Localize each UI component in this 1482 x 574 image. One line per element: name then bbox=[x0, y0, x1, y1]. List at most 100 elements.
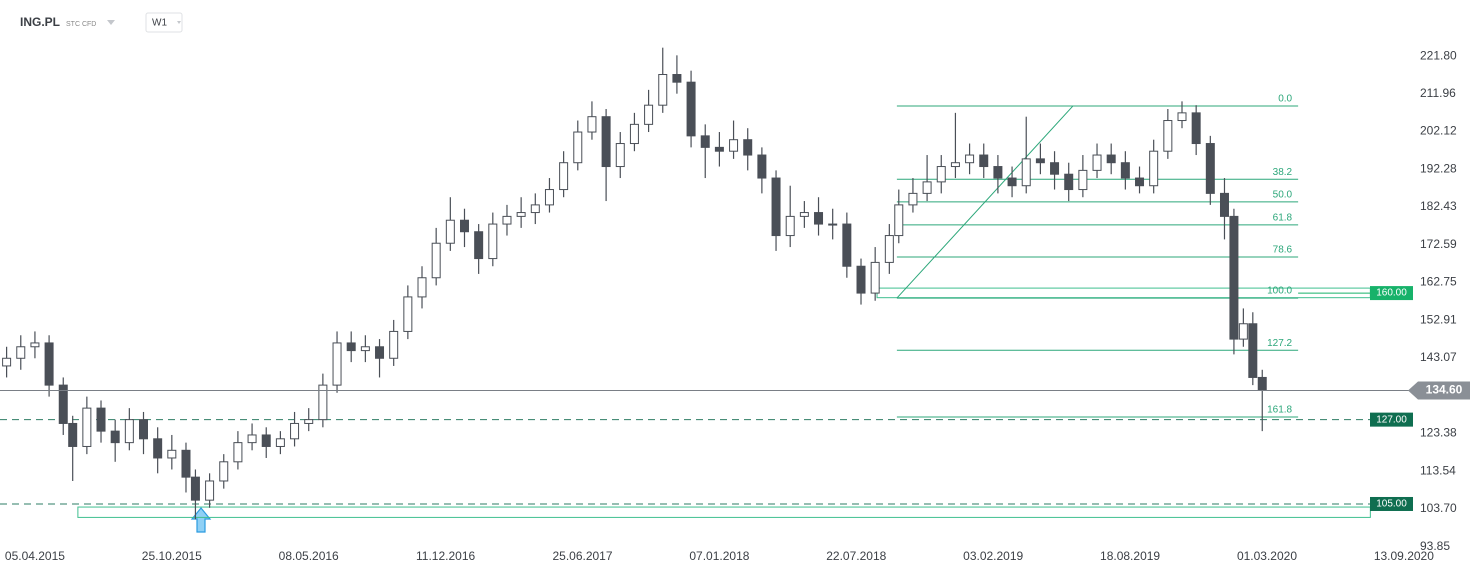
candle-body bbox=[139, 419, 149, 440]
candle-body bbox=[68, 422, 78, 447]
candle-body bbox=[275, 438, 285, 447]
candle-body bbox=[1120, 162, 1130, 179]
candle-body bbox=[908, 192, 918, 206]
candle-body bbox=[799, 212, 809, 217]
candle-body bbox=[686, 81, 696, 137]
fib-label: 50.0 bbox=[1273, 189, 1293, 200]
candle-body bbox=[743, 139, 753, 156]
candle-body bbox=[190, 476, 200, 501]
arrow-marker bbox=[190, 507, 212, 533]
candle-body bbox=[332, 342, 342, 386]
candle-body bbox=[502, 215, 512, 225]
candle-body bbox=[304, 419, 314, 424]
fib-label: 161.8 bbox=[1267, 405, 1292, 416]
candle-body bbox=[729, 139, 739, 152]
x-tick-label: 07.01.2018 bbox=[689, 549, 749, 563]
candle-body bbox=[1248, 323, 1258, 378]
symbol: ING.PL bbox=[20, 15, 60, 29]
candle-body bbox=[1050, 162, 1060, 175]
candle-body bbox=[894, 204, 904, 237]
candle-body bbox=[459, 219, 469, 233]
candle-body bbox=[757, 154, 767, 179]
y-tick-label: 93.85 bbox=[1420, 539, 1450, 553]
candle-body bbox=[44, 342, 54, 386]
candle-body bbox=[1035, 158, 1045, 164]
candle-body bbox=[1205, 143, 1215, 194]
candle-body bbox=[1229, 215, 1239, 340]
level-badge bbox=[1370, 412, 1413, 427]
candle-body bbox=[814, 212, 824, 225]
level-badge-label: 160.00 bbox=[1376, 288, 1407, 299]
candle-body bbox=[1219, 192, 1229, 217]
candle-body bbox=[167, 449, 177, 459]
candle-body bbox=[375, 346, 385, 359]
candle-body bbox=[629, 123, 639, 145]
x-tick-label: 05.04.2015 bbox=[5, 549, 65, 563]
candle-body bbox=[922, 181, 932, 194]
candle-body bbox=[601, 116, 611, 168]
candle-body bbox=[360, 346, 370, 352]
candle-body bbox=[573, 131, 583, 164]
candle-body bbox=[1092, 154, 1102, 171]
candle-body bbox=[205, 480, 215, 501]
fib-trend bbox=[896, 105, 1074, 299]
price-zone bbox=[77, 506, 1371, 518]
x-tick-label: 22.07.2018 bbox=[826, 549, 886, 563]
level-badge bbox=[1370, 286, 1413, 301]
candle-body bbox=[417, 277, 427, 298]
x-tick-label: 25.06.2017 bbox=[552, 549, 612, 563]
fib-label: 0.0 bbox=[1278, 94, 1292, 105]
candle-body bbox=[856, 265, 866, 294]
candle-body bbox=[403, 296, 413, 332]
x-tick-label: 01.03.2020 bbox=[1237, 549, 1297, 563]
candle-body bbox=[559, 162, 569, 191]
y-tick-label: 192.28 bbox=[1420, 161, 1457, 175]
candle-body bbox=[516, 212, 526, 217]
y-tick-label: 152.91 bbox=[1420, 312, 1457, 326]
candle-body bbox=[771, 177, 781, 237]
level-badge-label: 127.00 bbox=[1376, 414, 1407, 425]
candle-body bbox=[431, 242, 441, 279]
x-tick-label: 25.10.2015 bbox=[142, 549, 202, 563]
y-tick-label: 162.75 bbox=[1420, 275, 1457, 289]
x-tick-label: 18.08.2019 bbox=[1100, 549, 1160, 563]
candle-body bbox=[700, 135, 710, 148]
candle-body bbox=[219, 461, 229, 482]
last-price-badge bbox=[1408, 381, 1470, 400]
fib-label: 127.2 bbox=[1267, 338, 1292, 349]
timeframe[interactable]: W1 bbox=[152, 18, 167, 29]
candle-body bbox=[389, 330, 399, 359]
x-tick-label: 08.05.2016 bbox=[279, 549, 339, 563]
candle-body bbox=[1257, 376, 1267, 391]
timeframe-box[interactable] bbox=[145, 12, 183, 33]
x-tick-label: 03.02.2019 bbox=[963, 549, 1023, 563]
candle-body bbox=[261, 434, 271, 447]
candle-body bbox=[884, 235, 894, 263]
candle-body bbox=[1177, 112, 1187, 122]
x-tick-label: 11.12.2016 bbox=[416, 549, 475, 563]
y-tick-label: 123.38 bbox=[1420, 426, 1457, 440]
candle-body bbox=[1149, 150, 1159, 187]
candle-body bbox=[1163, 120, 1173, 152]
y-tick-label: 172.59 bbox=[1420, 237, 1457, 251]
candle-body bbox=[658, 74, 668, 106]
candle-body bbox=[979, 154, 989, 168]
candle-body bbox=[1191, 112, 1201, 145]
candle-body bbox=[124, 419, 134, 444]
candle-body bbox=[290, 422, 300, 440]
level-badge-label: 105.00 bbox=[1376, 499, 1407, 510]
y-tick-label: 221.80 bbox=[1420, 48, 1457, 62]
timeframe-arrow bbox=[177, 21, 181, 24]
dropdown-arrow[interactable] bbox=[107, 20, 115, 25]
candle-body bbox=[96, 407, 106, 432]
y-tick-label: 143.07 bbox=[1420, 350, 1457, 364]
candle-body bbox=[1064, 173, 1074, 191]
candle-body bbox=[1238, 323, 1248, 340]
candle-body bbox=[714, 146, 724, 152]
candle-body bbox=[1021, 158, 1031, 187]
candle-body bbox=[672, 74, 682, 83]
candle-body bbox=[870, 261, 880, 294]
candle-body bbox=[318, 384, 328, 421]
candle-body bbox=[530, 204, 540, 214]
